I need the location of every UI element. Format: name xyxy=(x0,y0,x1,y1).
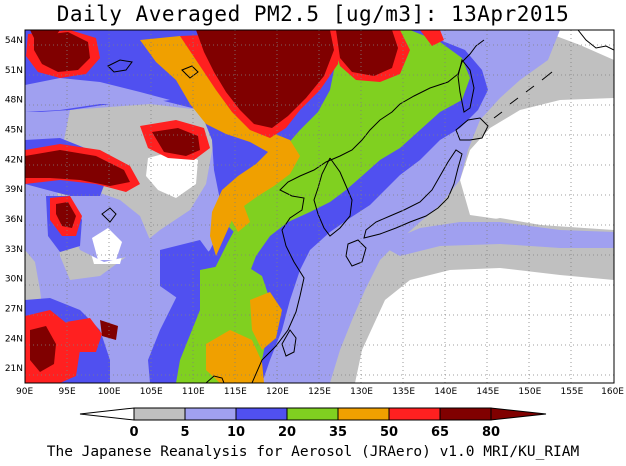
lon-tick-label: 140E xyxy=(434,387,457,397)
colorbar-labels: 0 5 10 20 35 50 65 80 xyxy=(129,425,500,440)
coast-japan-honshu xyxy=(363,149,463,239)
colorbar-level-label: 0 xyxy=(129,425,138,440)
map-title: Daily Averaged PM2.5 [ug/m3]: 13Apr2015 xyxy=(56,2,570,26)
coast-sakhalin xyxy=(457,58,475,113)
lat-tick-label: 33N xyxy=(5,245,23,255)
coast-kamchatka xyxy=(577,30,614,51)
field-level-35-50 xyxy=(176,30,470,383)
coast-japan-hokkaido xyxy=(455,117,489,141)
coast-lake-baikal xyxy=(107,59,133,73)
colorbar-level-label: 10 xyxy=(227,425,245,440)
coast-asia xyxy=(251,39,485,383)
colorbar-level-label: 80 xyxy=(482,425,500,440)
field-level-65-80-ne xyxy=(420,30,444,46)
lon-tick-label: 155E xyxy=(560,387,583,397)
map-frame xyxy=(24,29,615,384)
field-level-80plus-ne xyxy=(30,30,60,38)
colorbar-level-label: 5 xyxy=(180,425,189,440)
field-level-80plus-west xyxy=(25,150,130,186)
lat-tick-label: 30N xyxy=(5,275,23,285)
lon-tick-label: 135E xyxy=(392,387,415,397)
field-level-10-20-inner xyxy=(60,190,150,262)
field-level-50-65-south xyxy=(206,330,264,383)
colorbar-box xyxy=(286,407,339,421)
field-level-0-5-inner xyxy=(146,150,198,198)
coast-kuril xyxy=(493,71,553,119)
colorbar xyxy=(79,407,547,421)
field-level-80plus-tibet xyxy=(56,202,76,228)
lon-tick-label: 100E xyxy=(98,387,121,397)
coast-taiwan xyxy=(281,329,297,357)
map-gridlines xyxy=(25,30,614,383)
field-level-50-65-coast xyxy=(250,292,282,350)
colorbar-level-label: 20 xyxy=(278,425,296,440)
coastlines xyxy=(101,30,614,383)
lon-tick-label: 90E xyxy=(16,387,33,397)
lat-tick-label: 54N xyxy=(5,36,23,46)
lat-tick-label: 21N xyxy=(5,364,23,374)
field-level-80plus-sw xyxy=(30,326,56,372)
field-level-80plus-nw xyxy=(34,32,90,72)
colorbar-box xyxy=(235,407,288,421)
lon-tick-label: 105E xyxy=(140,387,163,397)
field-level-80plus-mongolia xyxy=(336,30,398,76)
field-level-80plus-pt xyxy=(152,128,200,156)
colorbar-level-label: 65 xyxy=(431,425,449,440)
lat-tick-label: 39N xyxy=(5,185,23,195)
coast-hainan xyxy=(205,375,225,383)
lon-tick-label: 150E xyxy=(518,387,541,397)
data-credit: The Japanese Reanalysis for Aerosol (JRA… xyxy=(46,444,580,460)
lon-tick-label: 115E xyxy=(224,387,247,397)
colorbar-box xyxy=(439,407,492,421)
field-level-65-80-sw2 xyxy=(66,318,102,352)
lat-tick-label: 42N xyxy=(5,155,23,165)
coast-inland-1 xyxy=(101,207,117,223)
field-level-0-5-pacific xyxy=(355,30,614,383)
colorbar-arrow-high xyxy=(490,407,547,421)
lon-tick-label: 95E xyxy=(59,387,76,397)
lon-tick-label: 130E xyxy=(350,387,373,397)
coast-japan-kyushu xyxy=(345,239,367,267)
lat-tick-label: 51N xyxy=(5,66,23,76)
lon-tick-label: 120E xyxy=(266,387,289,397)
colorbar-level-label: 35 xyxy=(329,425,347,440)
lat-tick-label: 45N xyxy=(5,125,23,135)
colorbar-box xyxy=(388,407,441,421)
field-level-0-5-inner-sw2 xyxy=(92,228,122,260)
colorbar-box xyxy=(184,407,237,421)
concentration-field xyxy=(25,30,614,383)
lat-tick-label: 48N xyxy=(5,96,23,106)
lon-tick-label: 125E xyxy=(308,387,331,397)
lat-tick-label: 36N xyxy=(5,215,23,225)
field-level-10-20-north xyxy=(25,78,170,112)
field-level-10-20-japan-south xyxy=(380,222,614,256)
longitude-tick-labels: 90E 95E 100E 105E 110E 115E 120E 125E 130E 135E 14… xyxy=(16,387,624,397)
colorbar-arrow-low xyxy=(79,407,135,421)
lon-tick-label: 110E xyxy=(182,387,205,397)
field-level-80plus-north xyxy=(196,30,334,128)
lat-tick-label: 27N xyxy=(5,304,23,314)
field-level-50-65-yellow-sea xyxy=(226,206,250,232)
coast-lake-2 xyxy=(181,65,199,79)
lon-tick-label: 145E xyxy=(476,387,499,397)
coast-korea xyxy=(313,157,353,237)
colorbar-box xyxy=(133,407,186,421)
colorbar-level-label: 50 xyxy=(380,425,398,440)
lat-tick-label: 24N xyxy=(5,334,23,344)
colorbar-box xyxy=(337,407,390,421)
latitude-tick-labels: 21N 24N 27N 30N 33N 36N 39N 42N 45N 48N 51N 54N xyxy=(5,36,23,374)
lon-tick-label: 160E xyxy=(601,387,624,397)
